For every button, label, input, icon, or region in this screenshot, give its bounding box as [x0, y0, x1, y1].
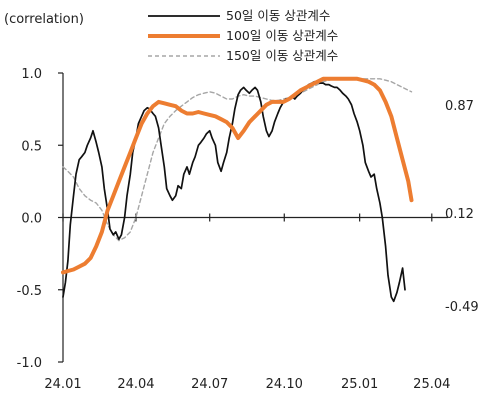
- x-tick-label: 24.07: [191, 377, 228, 392]
- x-axis-ticks: 24.01 24.04 24.07 24.10 25.01 25.04: [44, 213, 450, 392]
- series-line-50d: [62, 80, 406, 303]
- series-line-100d: [61, 76, 414, 275]
- legend-label-100d: 100일 이동 상관계수: [226, 28, 338, 43]
- y-axis-ticks: 1.0 0.5 0.0 -0.5 -1.0: [17, 67, 63, 371]
- y-tick-label: 1.0: [21, 67, 42, 82]
- y-tick-label: -0.5: [17, 284, 42, 299]
- x-tick-label: 24.10: [266, 377, 303, 392]
- legend-label-50d: 50일 이동 상관계수: [226, 8, 330, 23]
- y-tick-label: 0.0: [21, 212, 42, 227]
- end-value-label: 0.87: [445, 99, 474, 114]
- unit-label: (correlation): [4, 12, 84, 27]
- x-tick-label: 24.04: [117, 377, 154, 392]
- y-tick-label: 0.5: [21, 139, 42, 154]
- series-layer: [61, 76, 414, 303]
- x-tick-label: 24.01: [44, 377, 81, 392]
- chart-legend: 50일 이동 상관계수 100일 이동 상관계수 150일 이동 상관계수: [148, 8, 338, 63]
- y-tick-label: -1.0: [17, 356, 42, 371]
- end-value-label: 0.12: [445, 207, 474, 222]
- end-value-label: -0.49: [445, 300, 479, 315]
- x-tick-label: 25.04: [413, 377, 450, 392]
- legend-label-150d: 150일 이동 상관계수: [226, 48, 338, 63]
- x-tick-label: 25.01: [341, 377, 378, 392]
- end-labels: 0.87 0.12 -0.49: [445, 99, 479, 315]
